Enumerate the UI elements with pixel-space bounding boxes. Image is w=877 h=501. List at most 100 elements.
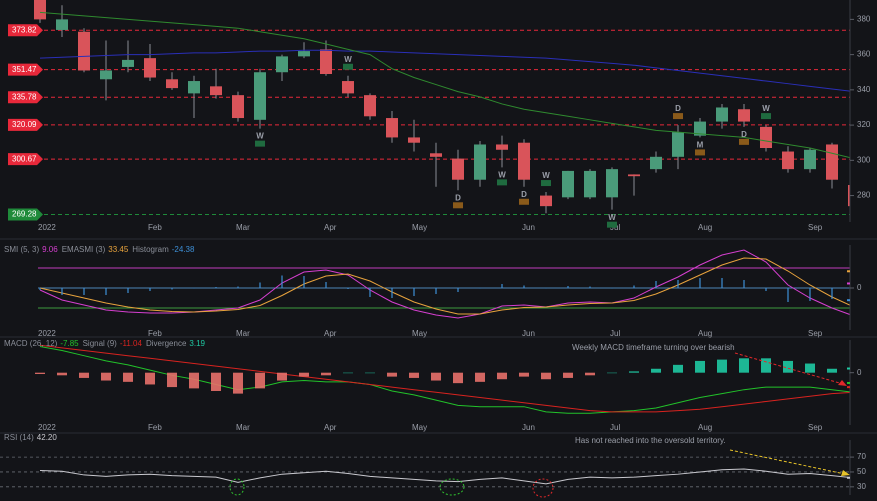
y-tick-label: 320 xyxy=(857,120,871,129)
histogram-bar xyxy=(677,280,679,288)
highlight-circle xyxy=(439,478,465,496)
candle-body xyxy=(100,70,112,80)
legend-name: SMI (5, 3) xyxy=(4,245,39,254)
candle-body xyxy=(650,156,662,170)
candle-body xyxy=(122,59,134,67)
arrow-head xyxy=(841,470,850,476)
histogram-bar xyxy=(563,372,573,378)
candle-body xyxy=(694,121,706,136)
x-tick-label: Sep xyxy=(808,329,823,338)
histogram-bar xyxy=(57,372,67,376)
candle-body xyxy=(672,132,684,157)
histogram-bar xyxy=(431,372,441,381)
x-tick-label: Jun xyxy=(522,423,535,432)
legend-value: 3.19 xyxy=(189,339,205,348)
x-tick-label: May xyxy=(412,423,427,432)
histogram-bar xyxy=(255,372,265,389)
price-tag: 300.67 xyxy=(8,153,43,166)
histogram-bar xyxy=(343,372,353,374)
series-line xyxy=(39,11,850,159)
candle-body xyxy=(210,86,222,96)
candle-body xyxy=(386,118,398,138)
histogram-bar xyxy=(435,288,437,294)
candle-body xyxy=(56,19,68,30)
histogram-bar xyxy=(237,286,239,288)
y-tick-label: 380 xyxy=(857,14,871,23)
x-tick-label: Aug xyxy=(698,329,712,338)
legend-name: Signal (9) xyxy=(83,339,118,348)
x-tick-label: Mar xyxy=(236,423,250,432)
annotation-arrow xyxy=(729,449,846,475)
legend-name: Histogram xyxy=(132,245,169,254)
marker-label: W xyxy=(498,170,506,179)
histogram-bar xyxy=(651,368,661,373)
y-tick-label: 70 xyxy=(857,452,866,461)
y-tick-label: 0 xyxy=(857,368,862,377)
x-tick-label: Sep xyxy=(808,223,823,232)
y-tick-label: 340 xyxy=(857,85,871,94)
x-tick-label: 2022 xyxy=(38,223,56,232)
indicator-legend: SMI (5, 3) 9.06 EMASMI (3) 33.45 Histogram -2… xyxy=(4,245,195,254)
legend-name: MACD (26, 12) xyxy=(4,339,58,348)
histogram-bar xyxy=(479,288,481,289)
histogram-bar xyxy=(35,372,45,374)
legend-value: 42.20 xyxy=(37,433,58,442)
legend-value: 9.06 xyxy=(42,245,58,254)
candle-body xyxy=(320,49,332,74)
candle-body xyxy=(166,79,178,89)
candle-body xyxy=(34,0,46,20)
x-tick-label: Apr xyxy=(324,329,337,338)
x-tick-label: Apr xyxy=(324,423,337,432)
marker-box xyxy=(607,221,617,228)
histogram-bar xyxy=(519,372,529,377)
histogram-bar xyxy=(281,275,283,288)
marker-box xyxy=(695,149,705,156)
candle-body xyxy=(232,95,244,119)
candle-body xyxy=(430,153,442,157)
legend-name: RSI (14) xyxy=(4,433,34,442)
histogram-bar xyxy=(369,288,371,297)
price-tag-shape xyxy=(8,63,43,76)
legend-value: -11.04 xyxy=(120,339,143,348)
candle-body xyxy=(848,185,850,207)
x-tick-label: 2022 xyxy=(38,423,56,432)
histogram-bar xyxy=(61,288,63,295)
price-tag-shape xyxy=(8,24,43,37)
candle-body xyxy=(298,51,310,57)
legend-name: Divergence xyxy=(146,339,187,348)
histogram-bar xyxy=(171,288,173,290)
x-tick-label: Jun xyxy=(522,223,535,232)
marker-label: W xyxy=(762,104,770,113)
indicator-legend: RSI (14) 42.20 xyxy=(4,433,57,442)
histogram-bar xyxy=(39,288,41,290)
x-tick-label: Jun xyxy=(522,329,535,338)
candle-body xyxy=(276,56,288,73)
histogram-bar xyxy=(585,372,595,376)
histogram-bar xyxy=(545,288,547,289)
marker-box xyxy=(761,113,771,120)
legend-name: EMASMI (3) xyxy=(62,245,106,254)
candle-body xyxy=(760,126,772,148)
indicator-legend: MACD (26, 12) -7.85 Signal (9) -11.04 Diverg… xyxy=(4,339,206,348)
histogram-bar xyxy=(655,281,657,288)
candle-body xyxy=(716,107,728,122)
histogram-bar xyxy=(391,288,393,298)
candle-body xyxy=(628,174,640,177)
histogram-bar xyxy=(233,372,243,394)
series-line xyxy=(39,249,850,319)
series-line xyxy=(39,257,850,315)
price-tag-shape xyxy=(8,91,43,104)
histogram-bar xyxy=(167,372,177,388)
histogram-bar xyxy=(765,288,767,291)
histogram-bar xyxy=(787,288,789,302)
histogram-bar xyxy=(809,288,811,301)
annotation: Has not reached into the oversold territ… xyxy=(575,436,726,445)
histogram-bar xyxy=(79,372,89,378)
histogram-bar xyxy=(123,372,133,382)
histogram-bar xyxy=(145,372,155,385)
y-tick-label: 30 xyxy=(857,482,866,491)
histogram-bar xyxy=(365,372,375,374)
histogram-bar xyxy=(413,288,415,296)
